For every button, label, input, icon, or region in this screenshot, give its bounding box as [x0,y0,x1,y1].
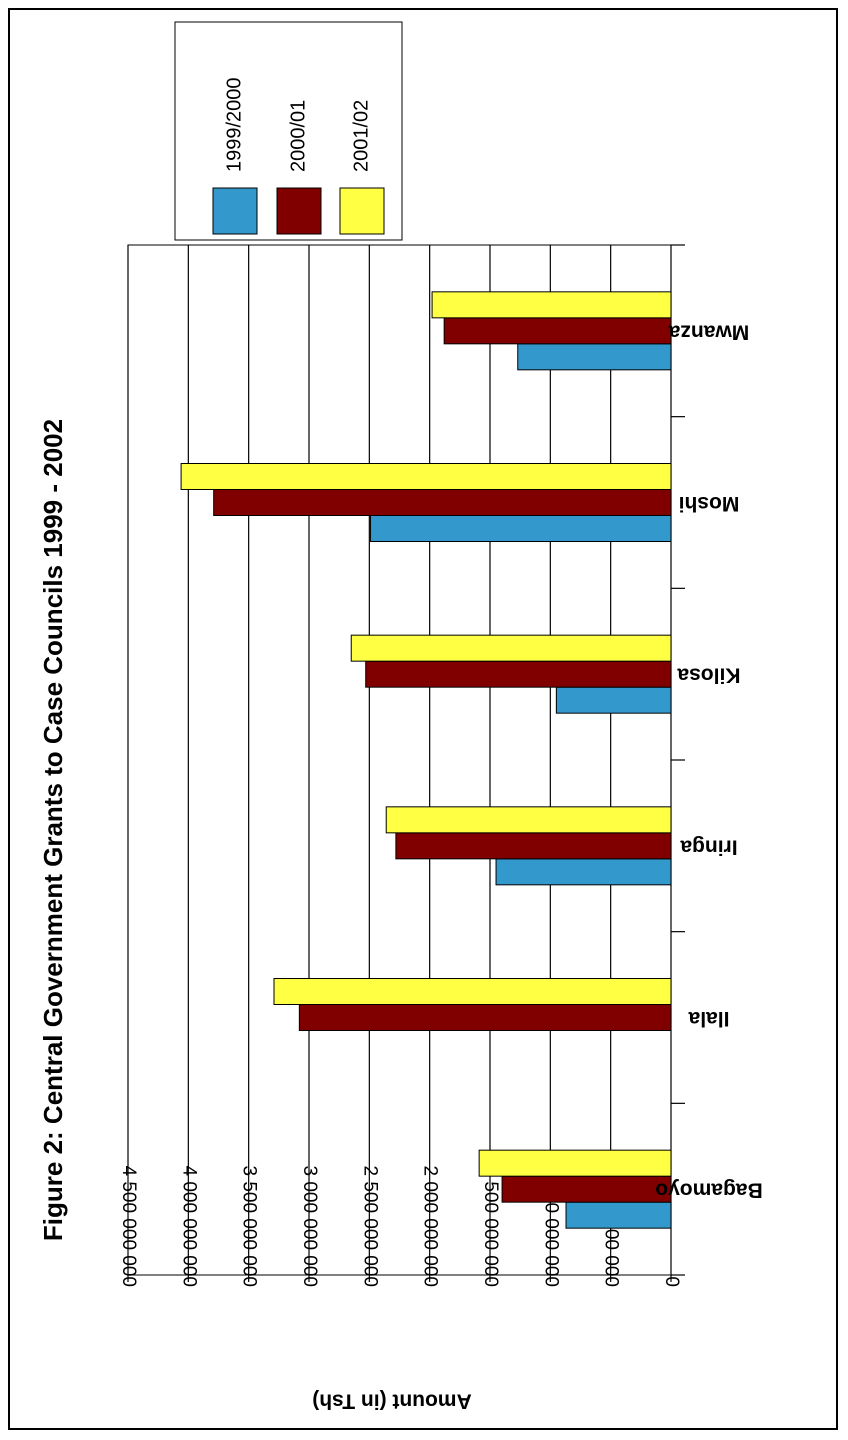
bar-ilala-2001-02 [273,978,672,1005]
bar-moshi-2001-02 [180,463,672,490]
bar-bagamoyo-2001-02 [478,1149,672,1177]
bar-ilala-2000-01 [298,1004,672,1031]
value-tick-label: 0 [661,1276,682,1287]
legend-label-1999-2000: 1999/2000 [223,77,245,172]
category-label-kilosa: Kilosa [677,664,740,687]
value-tick-label: 2 000 000 000 [420,1165,441,1287]
bar-kilosa-2000-01 [365,660,672,688]
bar-mwanza-2000-01 [443,317,672,345]
bar-kilosa-2001-02 [350,634,672,662]
figure-frame: 0 500 000 000 1 000 000 000 1 500 000 000 2 … [8,8,838,1430]
bar-iringa-1999-2000 [495,858,672,886]
bar-mwanza-1999-2000 [517,343,672,371]
plot-area [127,244,672,1276]
bar-moshi-1999-2000 [370,515,672,542]
value-tick-label: 3 000 000 000 [299,1165,320,1287]
legend-swatch-1999-2000 [212,187,258,235]
bar-moshi-2000-01 [213,489,672,516]
value-tick-label: 4 500 000 000 [118,1165,139,1287]
bar-bagamoyo-1999-2000 [565,1201,672,1229]
category-label-bagamoyo: Bagamoyo [655,1179,762,1202]
value-tick-label: 1 500 000 000 [480,1165,501,1287]
category-label-iringa: Iringa [680,835,737,858]
legend-swatch-2001-02 [339,187,385,235]
legend-label-2001-02: 2001/02 [350,100,372,172]
category-label-ilala: Ilala [688,1007,729,1030]
category-label-moshi: Moshi [679,492,740,515]
y-axis-title: Amount (in Tsh) [312,1389,471,1412]
legend-label-2000-01: 2000/01 [287,100,309,172]
bar-iringa-2001-02 [385,806,672,834]
bar-kilosa-1999-2000 [555,686,672,714]
category-label-mwanza: Mwanza [668,320,749,343]
value-tick-label: 2 500 000 000 [359,1165,380,1287]
chart-title: Figure 2: Central Government Grants to C… [38,419,68,1241]
value-tick-label: 3 500 000 000 [239,1165,260,1287]
value-tick-label: 4 000 000 000 [178,1165,199,1287]
bar-mwanza-2001-02 [431,291,672,319]
bar-bagamoyo-2000-01 [501,1175,672,1203]
bar-iringa-2000-01 [395,832,672,860]
legend-swatch-2000-01 [276,187,322,235]
